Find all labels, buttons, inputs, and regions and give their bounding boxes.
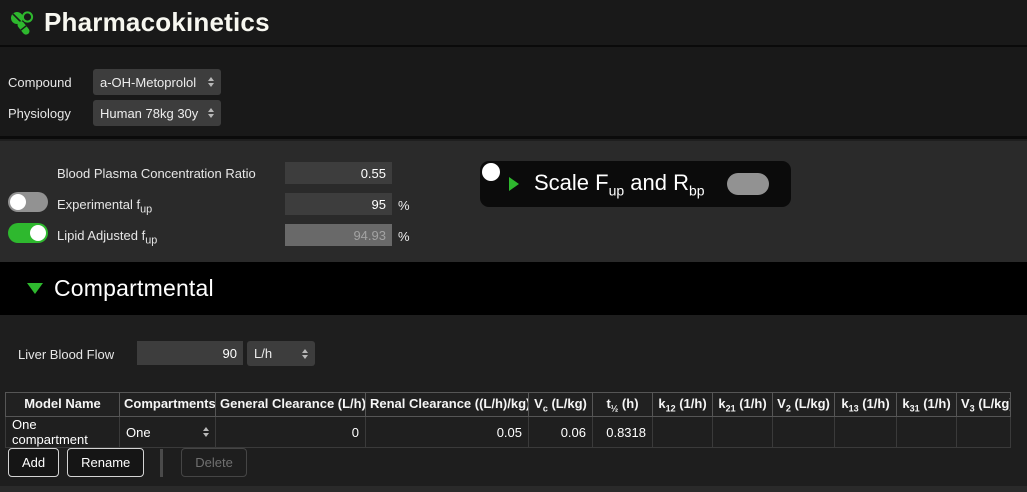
col-header-k13: k13 (1/h) xyxy=(834,392,897,417)
compartmental-title: Compartmental xyxy=(54,275,214,301)
vc-cell[interactable]: 0.06 xyxy=(528,416,593,448)
spinner-icon xyxy=(302,349,308,359)
compartments-select-cell[interactable]: One xyxy=(119,416,216,448)
col-header-thalf: t½ (h) xyxy=(592,392,653,417)
compartmental-section-header[interactable]: Compartmental xyxy=(0,262,1027,315)
button-divider xyxy=(160,448,164,477)
delete-button: Delete xyxy=(181,448,247,477)
table-header-row: Model Name Compartments General Clearanc… xyxy=(5,392,1011,417)
expand-triangle-icon xyxy=(509,177,519,191)
bottom-strip xyxy=(0,486,1027,492)
k21-cell xyxy=(712,416,773,448)
physiology-label: Physiology xyxy=(8,106,71,121)
collapse-triangle-icon xyxy=(27,283,43,294)
liver-blood-flow-unit-value: L/h xyxy=(254,346,273,361)
general-clearance-cell[interactable]: 0 xyxy=(215,416,366,448)
spinner-icon xyxy=(203,427,209,437)
k13-cell xyxy=(834,416,897,448)
spinner-icon xyxy=(208,77,214,87)
lipid-adjusted-fup-unit: % xyxy=(398,229,410,244)
col-header-compartments: Compartments xyxy=(119,392,216,417)
col-header-k12: k12 (1/h) xyxy=(652,392,713,417)
col-header-k31: k31 (1/h) xyxy=(896,392,957,417)
lipid-adjusted-fup-label: Lipid Adjusted fup xyxy=(57,228,158,247)
lipid-adjusted-fup-input xyxy=(285,224,392,246)
title-bar: Pharmacokinetics xyxy=(0,0,1027,47)
table-row: One compartment One 0 0.05 0.06 0.8318 xyxy=(5,416,1011,448)
toggle-knob xyxy=(10,194,26,210)
plasma-section: Blood Plasma Concentration Ratio Experim… xyxy=(0,141,1027,262)
scale-fup-rbp-label: Scale Fup and Rbp xyxy=(534,169,705,199)
scale-fup-rbp-toggle[interactable] xyxy=(482,163,769,195)
col-header-v3: V3 (L/kg) xyxy=(956,392,1011,417)
compound-select[interactable]: a-OH-Metoprolol xyxy=(93,69,221,95)
spinner-icon xyxy=(208,108,214,118)
pills-icon xyxy=(9,10,35,36)
v3-cell xyxy=(956,416,1011,448)
physiology-select[interactable]: Human 78kg 30y xyxy=(93,100,221,126)
experimental-fup-input[interactable] xyxy=(285,193,392,215)
thalf-cell: 0.8318 xyxy=(592,416,653,448)
experimental-fup-label: Experimental fup xyxy=(57,197,153,216)
models-table: Model Name Compartments General Clearanc… xyxy=(5,392,1011,448)
toggle-knob xyxy=(482,163,500,181)
col-header-general-clearance: General Clearance (L/h) xyxy=(215,392,366,417)
page-title: Pharmacokinetics xyxy=(44,7,270,37)
k31-cell xyxy=(896,416,957,448)
compartmental-section-body: Liver Blood Flow L/h Model Name Compartm… xyxy=(0,315,1027,486)
col-header-renal-clearance: Renal Clearance ((L/h)/kg) xyxy=(365,392,529,417)
compound-label: Compound xyxy=(8,75,72,90)
table-actions: Add Rename Delete xyxy=(8,448,247,477)
k12-cell xyxy=(652,416,713,448)
toggle-knob xyxy=(30,225,46,241)
model-name-cell[interactable]: One compartment xyxy=(5,416,120,448)
liver-blood-flow-input[interactable] xyxy=(137,341,243,365)
bpcr-label: Blood Plasma Concentration Ratio xyxy=(57,166,256,181)
rename-button[interactable]: Rename xyxy=(67,448,145,477)
experimental-fup-toggle[interactable] xyxy=(8,192,48,212)
scale-fup-rbp-panel[interactable]: Scale Fup and Rbp xyxy=(480,161,791,207)
col-header-model-name: Model Name xyxy=(5,392,120,417)
header-section: Pharmacokinetics Compound a-OH-Metoprolo… xyxy=(0,0,1027,139)
liver-blood-flow-label: Liver Blood Flow xyxy=(18,347,115,362)
add-button[interactable]: Add xyxy=(8,448,60,477)
liver-blood-flow-unit-select[interactable]: L/h xyxy=(247,341,315,366)
experimental-fup-unit: % xyxy=(398,198,410,213)
col-header-vc: Vc (L/kg) xyxy=(528,392,593,417)
lipid-adjusted-fup-toggle[interactable] xyxy=(8,223,48,243)
physiology-select-value: Human 78kg 30y xyxy=(100,105,199,121)
renal-clearance-cell[interactable]: 0.05 xyxy=(365,416,529,448)
v2-cell xyxy=(772,416,835,448)
col-header-k21: k21 (1/h) xyxy=(712,392,773,417)
bpcr-input[interactable] xyxy=(285,162,392,184)
col-header-v2: V2 (L/kg) xyxy=(772,392,835,417)
compound-select-value: a-OH-Metoprolol xyxy=(100,74,197,90)
